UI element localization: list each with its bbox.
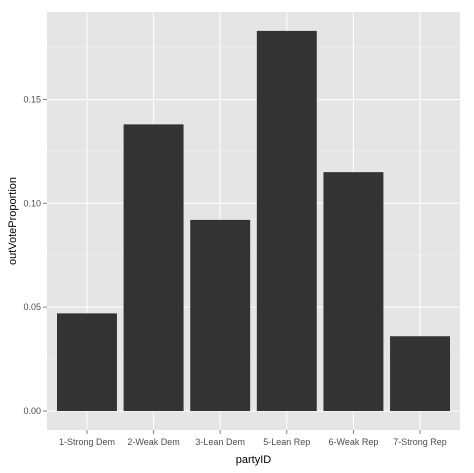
y-axis: 0.00 0.05 0.10 0.15 <box>23 94 47 416</box>
x-tick-label: 6-Weak Rep <box>328 437 378 447</box>
bar <box>323 172 384 411</box>
bar <box>190 219 251 411</box>
x-tick-label: 3-Lean Dem <box>195 437 245 447</box>
y-axis-title: outVoteProportion <box>7 177 19 265</box>
bar <box>56 313 117 411</box>
y-tick-label: 0.00 <box>23 406 41 416</box>
x-axis: 1-Strong Dem 2-Weak Dem 3-Lean Dem 5-Lean R… <box>59 430 447 447</box>
y-tick-label: 0.05 <box>23 302 41 312</box>
bars <box>56 30 451 411</box>
y-tick-label: 0.10 <box>23 198 41 208</box>
bar <box>256 30 317 411</box>
bar <box>390 336 451 411</box>
x-tick-label: 7-Strong Rep <box>393 437 447 447</box>
x-axis-title: partyID <box>236 454 272 466</box>
x-tick-label: 1-Strong Dem <box>59 437 115 447</box>
x-tick-label: 5-Lean Rep <box>263 437 310 447</box>
y-tick-label: 0.15 <box>23 94 41 104</box>
bar <box>123 124 184 411</box>
x-tick-label: 2-Weak Dem <box>127 437 179 447</box>
